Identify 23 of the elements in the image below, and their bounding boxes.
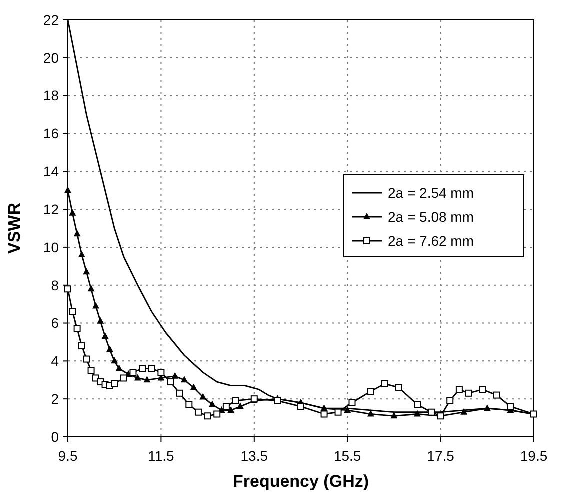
y-tick-label: 6 xyxy=(51,315,60,332)
x-tick-label: 11.5 xyxy=(148,448,175,464)
legend-label: 2a = 7.62 mm xyxy=(388,232,474,249)
y-tick-label: 18 xyxy=(43,88,60,104)
y-tick-label: 8 xyxy=(51,277,60,294)
y-tick-label: 22 xyxy=(43,12,60,28)
y-tick-label: 14 xyxy=(43,164,60,180)
legend-label: 2a = 5.08 mm xyxy=(388,208,474,225)
x-tick-label: 15.5 xyxy=(334,448,362,464)
y-tick-label: 10 xyxy=(43,239,60,256)
x-axis-title: Frequency (GHz) xyxy=(232,472,370,491)
x-tick-label: 9.5 xyxy=(58,448,78,464)
y-tick-label: 2 xyxy=(51,390,60,407)
y-tick-label: 16 xyxy=(43,126,60,142)
y-tick-label: 20 xyxy=(43,50,60,66)
y-tick-label: 0 xyxy=(51,428,60,445)
x-tick-label: 19.5 xyxy=(520,448,548,464)
y-tick-label: 12 xyxy=(43,201,60,218)
y-axis-title: VSWR xyxy=(5,203,24,254)
x-tick-label: 17.5 xyxy=(427,448,455,464)
y-tick-label: 4 xyxy=(51,353,60,370)
x-tick-label: 13.5 xyxy=(240,448,268,464)
legend-label: 2a = 2.54 mm xyxy=(388,184,474,201)
